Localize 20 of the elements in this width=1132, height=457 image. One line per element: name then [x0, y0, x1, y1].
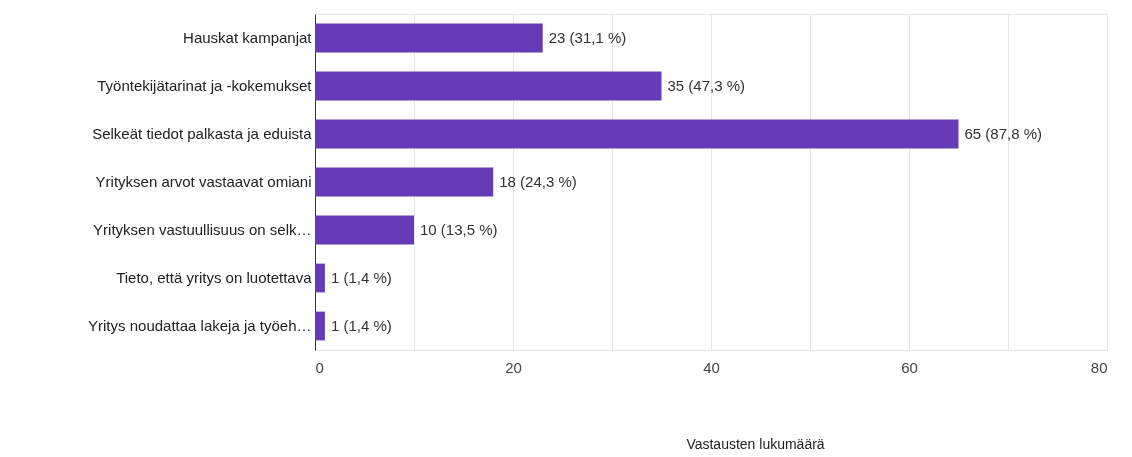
x-tick-label: 0 — [315, 358, 324, 376]
data-label: 10 (13,5 %) — [420, 221, 498, 238]
y-tick-label: Selkeät tiedot palkasta ja eduista — [92, 125, 313, 142]
y-tick-label: Yrityksen arvot vastaavat omiani — [95, 173, 312, 190]
x-tick-label: 80 — [1090, 358, 1108, 376]
y-tick-label: Hauskat kampanjat — [183, 29, 313, 46]
data-label: 1 (1,4 %) — [330, 317, 392, 334]
y-tick-label: Tieto, että yritys on luotettava — [116, 269, 313, 286]
data-label: 1 (1,4 %) — [330, 269, 392, 286]
y-tick-label: Yritys noudattaa lakeja ja työeh… — [88, 317, 312, 334]
data-label: 23 (31,1 %) — [548, 29, 627, 46]
x-tick-label: 60 — [901, 358, 918, 376]
data-label: 35 (47,3 %) — [667, 77, 746, 94]
x-tick-label: 40 — [703, 358, 720, 376]
x-axis-title: Vastausten lukumäärä — [686, 435, 825, 452]
x-tick-label: 20 — [505, 358, 522, 376]
y-tick-label: Työntekijätarinat ja -kokemukset — [97, 77, 313, 94]
y-tick-label: Yrityksen vastuullisuus on selk… — [93, 221, 312, 238]
data-label: 18 (24,3 %) — [499, 173, 577, 190]
data-label: 65 (87,8 %) — [964, 125, 1043, 142]
